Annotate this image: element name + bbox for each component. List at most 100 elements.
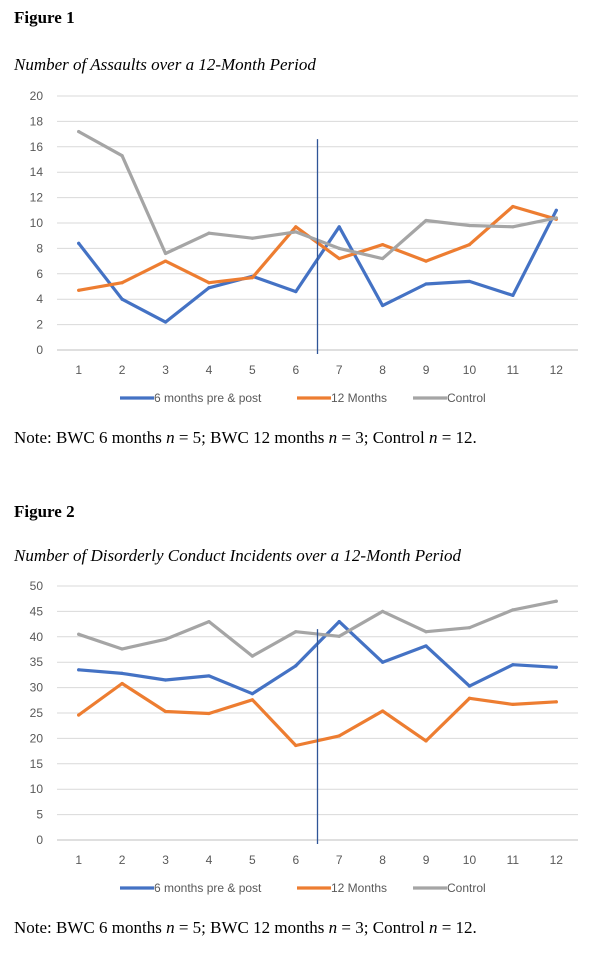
legend-label: 6 months pre & post xyxy=(154,391,262,405)
y-tick-label: 0 xyxy=(36,833,43,847)
x-tick-label: 6 xyxy=(292,853,299,867)
data-point-6-months-pre-post xyxy=(207,286,211,290)
data-point-6-months-pre-post xyxy=(163,320,168,324)
data-point-12-months xyxy=(77,288,81,292)
data-point-control xyxy=(294,630,298,634)
y-tick-label: 20 xyxy=(30,731,44,745)
data-point-control xyxy=(337,246,341,250)
data-point-6-months-pre-post xyxy=(207,674,211,678)
data-point-6-months-pre-post xyxy=(163,678,168,682)
data-point-control xyxy=(467,626,472,630)
x-tick-label: 3 xyxy=(162,853,169,867)
data-point-control xyxy=(424,218,428,223)
data-point-12-months xyxy=(381,242,385,247)
data-point-12-months xyxy=(381,709,385,713)
data-point-control xyxy=(77,129,81,134)
y-tick-label: 20 xyxy=(30,89,44,103)
data-point-12-months xyxy=(294,743,298,748)
x-tick-label: 2 xyxy=(119,853,126,867)
x-tick-label: 1 xyxy=(75,363,82,377)
data-point-6-months-pre-post xyxy=(337,619,341,624)
data-point-12-months xyxy=(337,256,341,261)
data-point-12-months xyxy=(554,700,558,704)
data-point-6-months-pre-post xyxy=(424,282,428,286)
figure-2-note: Note: BWC 6 months n = 5; BWC 12 months … xyxy=(14,918,477,938)
x-tick-label: 9 xyxy=(423,853,430,867)
data-point-control xyxy=(554,216,558,220)
y-tick-label: 4 xyxy=(36,292,43,306)
data-point-control xyxy=(467,223,472,228)
data-point-6-months-pre-post xyxy=(424,644,428,648)
y-tick-label: 45 xyxy=(30,604,44,618)
y-tick-label: 0 xyxy=(36,343,43,357)
x-tick-label: 1 xyxy=(75,853,82,867)
data-point-12-months xyxy=(120,681,124,686)
y-tick-label: 10 xyxy=(30,216,44,230)
data-point-6-months-pre-post xyxy=(467,684,472,688)
data-point-6-months-pre-post xyxy=(511,663,515,667)
data-point-12-months xyxy=(424,739,428,743)
y-tick-label: 6 xyxy=(36,267,43,281)
note-text: Note: BWC 6 months xyxy=(14,428,167,447)
data-point-6-months-pre-post xyxy=(381,660,385,664)
y-tick-label: 16 xyxy=(30,140,44,154)
data-point-control xyxy=(163,637,168,641)
y-tick-label: 40 xyxy=(30,630,44,644)
data-point-6-months-pre-post xyxy=(120,671,124,675)
x-tick-label: 8 xyxy=(379,853,386,867)
x-tick-label: 6 xyxy=(292,363,299,377)
data-point-12-months xyxy=(250,698,254,702)
y-tick-label: 35 xyxy=(30,655,44,669)
x-tick-label: 9 xyxy=(423,363,430,377)
data-point-control xyxy=(381,256,385,261)
note-n-symbol: n xyxy=(166,428,175,447)
legend-label: 6 months pre & post xyxy=(154,881,262,895)
y-tick-label: 18 xyxy=(30,114,44,128)
data-point-control xyxy=(250,236,254,240)
legend-item-6-months-pre-post: 6 months pre & post xyxy=(120,391,262,405)
data-point-12-months xyxy=(77,713,81,717)
x-tick-label: 11 xyxy=(507,853,520,867)
legend-label: 12 Months xyxy=(331,391,387,405)
note-n-symbol: n xyxy=(428,428,438,447)
data-point-12-months xyxy=(250,276,254,280)
figure-1-label: Figure 1 xyxy=(14,8,75,27)
x-tick-label: 10 xyxy=(463,853,477,867)
data-point-12-months xyxy=(511,204,515,209)
note-text: = 12. xyxy=(437,428,477,447)
x-tick-label: 2 xyxy=(119,363,126,377)
data-point-control xyxy=(294,230,298,234)
data-point-control xyxy=(337,634,341,638)
data-point-12-months xyxy=(163,259,168,263)
data-point-12-months xyxy=(163,709,168,714)
data-point-control xyxy=(207,619,211,624)
data-point-12-months xyxy=(337,734,341,738)
note-text: = 5; BWC 12 months xyxy=(174,918,329,937)
x-tick-label: 7 xyxy=(336,853,343,867)
data-point-6-months-pre-post xyxy=(77,241,81,245)
x-tick-label: 12 xyxy=(550,853,564,867)
note-n-symbol: n xyxy=(166,918,175,937)
note-text: = 3; Control xyxy=(337,918,429,937)
data-point-control xyxy=(250,654,254,658)
y-tick-label: 10 xyxy=(30,782,44,796)
y-tick-label: 50 xyxy=(30,579,44,593)
data-point-control xyxy=(163,251,168,256)
x-tick-label: 12 xyxy=(550,363,564,377)
data-point-6-months-pre-post xyxy=(511,293,515,297)
note-text: = 5; BWC 12 months xyxy=(174,428,329,447)
data-point-control xyxy=(77,632,81,636)
legend-item-6-months-pre-post: 6 months pre & post xyxy=(120,881,262,895)
x-tick-label: 7 xyxy=(336,363,343,377)
x-tick-label: 11 xyxy=(507,363,520,377)
y-tick-label: 12 xyxy=(30,191,44,205)
figure-1-note: Note: BWC 6 months n = 5; BWC 12 months … xyxy=(14,428,477,448)
y-tick-label: 5 xyxy=(36,808,43,822)
data-point-control xyxy=(207,231,211,235)
data-point-12-months xyxy=(120,281,124,285)
data-point-12-months xyxy=(207,711,211,716)
legend-label: Control xyxy=(447,391,486,405)
x-tick-label: 4 xyxy=(206,363,213,377)
